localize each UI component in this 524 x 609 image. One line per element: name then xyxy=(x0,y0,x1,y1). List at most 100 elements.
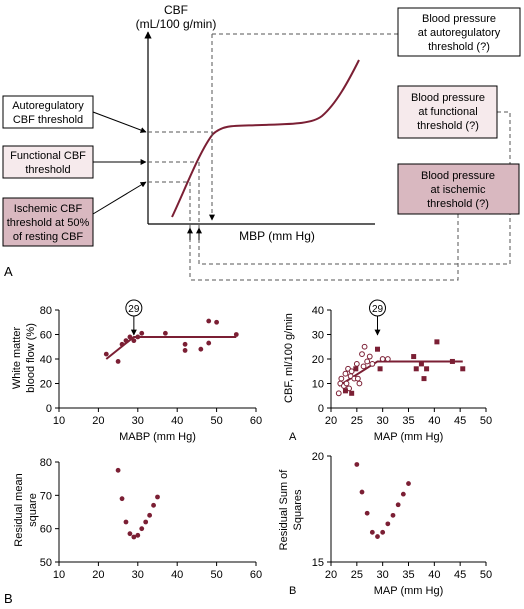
data-point xyxy=(198,346,204,352)
functional-bp-box: Blood pressure at functional threshold (… xyxy=(397,85,498,139)
data-point xyxy=(400,491,406,497)
box-line: Ischemic CBF xyxy=(14,203,83,215)
x-axis-label: MAP (mm Hg) xyxy=(374,431,443,443)
y-tick-label: 80 xyxy=(40,305,52,317)
data-point xyxy=(151,502,156,508)
data-point-open xyxy=(384,356,391,362)
y-axis-label-1: CBF xyxy=(164,3,188,17)
data-point-open xyxy=(359,351,365,358)
data-point xyxy=(214,319,220,325)
data-point-square xyxy=(413,366,419,372)
x-tick-label: 50 xyxy=(480,415,492,427)
y-tick-label: 15 xyxy=(312,557,324,569)
y-tick-label: 40 xyxy=(40,354,52,366)
box-line: threshold xyxy=(25,164,70,176)
box-line: threshold (?) xyxy=(427,198,489,210)
data-point xyxy=(206,318,212,324)
data-point-square xyxy=(460,366,466,372)
data-point-open xyxy=(360,363,367,370)
data-point xyxy=(155,494,160,500)
data-point xyxy=(395,502,401,508)
ischemic-pointer xyxy=(92,181,147,215)
y-axis-label: Residual mean xyxy=(13,473,25,546)
ischemic-bp-connector xyxy=(190,214,459,281)
autoregulatory-bp-box: Blood pressure at autoregulatory thresho… xyxy=(397,7,521,57)
box-line: at functional xyxy=(418,106,477,118)
y-axis-label: White matter xyxy=(11,326,23,389)
data-point-open xyxy=(342,370,349,377)
data-point xyxy=(115,467,121,473)
y-tick-label: 10 xyxy=(312,379,324,391)
box-line: Blood pressure xyxy=(411,92,485,104)
box-line: at ischemic xyxy=(430,184,486,196)
x-tick-label: 50 xyxy=(210,569,222,581)
box-line: Autoregulatory xyxy=(12,100,84,112)
y-tick-label: 40 xyxy=(312,305,324,317)
data-point-square xyxy=(421,376,427,382)
data-point-open xyxy=(343,380,350,387)
box-line: of resting CBF xyxy=(13,231,84,243)
data-point xyxy=(143,519,149,525)
data-point-open xyxy=(379,356,386,362)
ischemic-bp-box: Blood pressure at ischemic threshold (?) xyxy=(397,163,520,215)
panel-label-a: A xyxy=(4,264,13,279)
chart-1: 10 20 30 40 50 60 0 20 40 60 80 White matter blood f… xyxy=(11,299,262,443)
x-tick-label: 60 xyxy=(250,569,262,581)
y-tick-label: 0 xyxy=(318,403,324,415)
data-point xyxy=(406,481,411,486)
data-point xyxy=(131,338,137,344)
box-line: Blood pressure xyxy=(421,170,495,182)
x-tick-label: 30 xyxy=(132,569,144,581)
data-point xyxy=(127,531,133,537)
data-point xyxy=(123,519,129,525)
box-line: threshold (?) xyxy=(428,41,490,53)
data-point-square xyxy=(449,358,455,364)
x-tick-label: 10 xyxy=(53,415,65,427)
box-line: at autoregulatory xyxy=(418,27,501,39)
chart-2: 20 25 30 35 40 45 50 0 10 20 30 40 CBF, ml/100 g/min… xyxy=(283,299,492,443)
data-point xyxy=(364,510,370,516)
y-axis-label-2: (mL/100 g/min) xyxy=(136,17,217,31)
data-point-square xyxy=(375,346,380,352)
data-point xyxy=(182,341,188,347)
y-axis-label: Squares xyxy=(292,489,304,530)
data-point xyxy=(123,338,129,344)
data-point xyxy=(385,521,391,527)
data-point-open xyxy=(361,343,368,350)
data-point-open xyxy=(353,361,360,367)
data-point xyxy=(135,532,141,538)
box-line: threshold at 50% xyxy=(7,217,90,229)
x-tick-label: 40 xyxy=(171,569,183,581)
box-line: CBF threshold xyxy=(13,114,83,126)
box-line: Blood pressure xyxy=(422,13,496,25)
y-axis-label: Residual Sum of xyxy=(278,469,290,551)
x-tick-label: 50 xyxy=(480,569,492,581)
breakpoint-label: 29 xyxy=(372,304,384,315)
data-point-open xyxy=(338,375,345,382)
x-axis-label: MAP (mm Hg) xyxy=(374,585,443,597)
data-point xyxy=(147,512,153,518)
data-point-square xyxy=(434,339,440,345)
x-tick-label: 35 xyxy=(402,569,414,581)
chart-3: 10 20 30 40 50 60 50 60 70 80 Residual mean square xyxy=(13,457,262,581)
fit-line xyxy=(105,335,237,360)
data-point-square xyxy=(424,366,430,372)
data-point-open xyxy=(354,375,361,382)
x-tick-label: 30 xyxy=(377,415,389,427)
x-tick-label: 25 xyxy=(351,569,363,581)
y-tick-label: 20 xyxy=(312,354,324,366)
data-point xyxy=(375,534,380,539)
x-tick-label: 45 xyxy=(454,569,466,581)
box-line: threshold (?) xyxy=(417,120,479,132)
data-point xyxy=(206,340,212,346)
data-point-square xyxy=(411,354,417,360)
y-tick-label: 60 xyxy=(40,524,52,536)
x-tick-label: 45 xyxy=(454,415,466,427)
data-point-open xyxy=(366,353,373,360)
data-point xyxy=(119,341,125,347)
autoregulatory-pointer xyxy=(92,111,147,133)
autoregulatory-threshold-box: Autoregulatory CBF threshold xyxy=(2,95,94,129)
x-tick-label: 20 xyxy=(92,415,104,427)
